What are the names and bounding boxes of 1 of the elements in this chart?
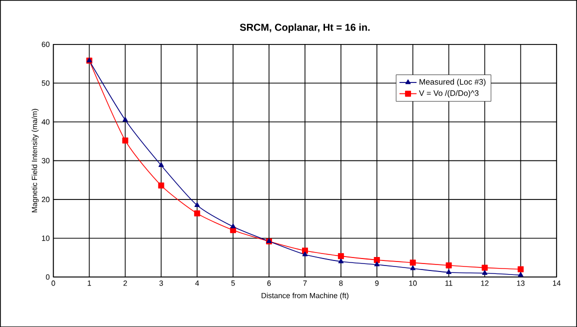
chart-title: SRCM, Coplanar, Ht = 16 in. xyxy=(240,23,370,33)
